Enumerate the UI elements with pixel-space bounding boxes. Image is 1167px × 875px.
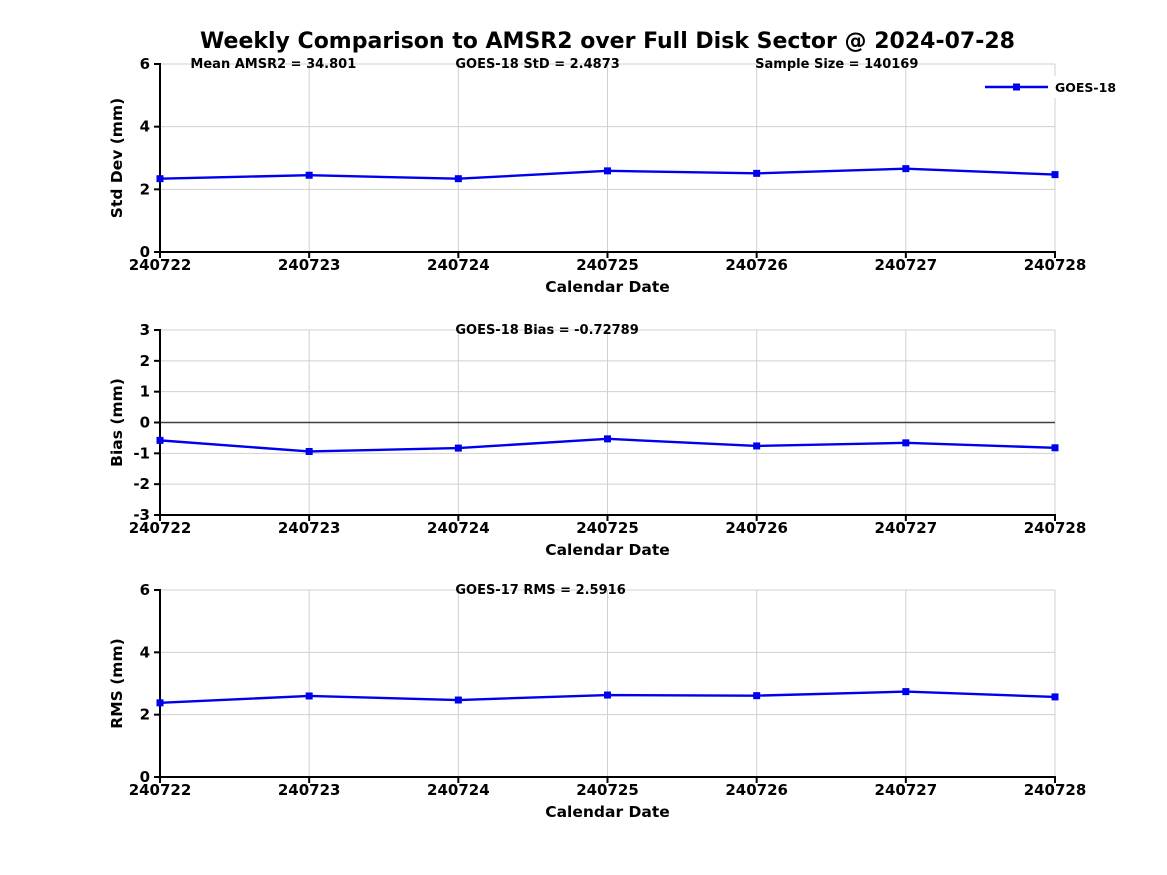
x-tick-label: 240723 xyxy=(278,256,341,274)
y-tick-label: 6 xyxy=(140,55,150,73)
data-point xyxy=(305,692,313,700)
x-tick-label: 240726 xyxy=(725,781,788,799)
x-tick-label: 240724 xyxy=(427,781,490,799)
x-tick-label: 240722 xyxy=(129,781,192,799)
data-point xyxy=(604,435,611,443)
x-tick-label: 240727 xyxy=(875,256,938,274)
legend-marker xyxy=(1013,83,1020,91)
x-tick-label: 240728 xyxy=(1024,519,1087,537)
x-tick-label: 240727 xyxy=(875,519,938,537)
annotation: Mean AMSR2 = 34.801 xyxy=(190,57,356,72)
y-tick-label: 2 xyxy=(140,706,150,724)
data-point xyxy=(305,171,313,179)
annotation: GOES-18 Bias = -0.72789 xyxy=(455,323,638,338)
x-tick-label: 240728 xyxy=(1024,256,1087,274)
chart-rms: 0 2 4 6 240722 240723 240724 240725 240726 240727… xyxy=(108,581,1086,821)
data-point xyxy=(454,444,462,452)
x-tick-label: 240724 xyxy=(427,519,490,537)
x-tick-label: 240725 xyxy=(576,781,639,799)
x-axis-label: Calendar Date xyxy=(545,278,670,296)
x-tick-label: 240725 xyxy=(576,256,639,274)
data-point xyxy=(454,696,462,704)
x-tick-label: 240726 xyxy=(725,256,788,274)
data-point xyxy=(156,436,164,444)
y-tick-label: 4 xyxy=(140,643,150,661)
y-tick-label: 2 xyxy=(140,180,150,198)
chart-bias: -3 -2 -1 0 1 2 3 240722 240723 240724 240725 240726… xyxy=(108,321,1086,559)
annotation: Sample Size = 140169 xyxy=(755,57,918,72)
legend-label: GOES-18 xyxy=(1055,80,1116,95)
y-tick-label: 1 xyxy=(140,383,150,401)
data-point xyxy=(604,167,611,175)
figure-title: Weekly Comparison to AMSR2 over Full Dis… xyxy=(200,29,1015,54)
data-point xyxy=(454,175,462,183)
data-point xyxy=(156,175,164,183)
annotation: GOES-17 RMS = 2.5916 xyxy=(455,583,625,598)
data-point xyxy=(156,699,164,707)
y-tick-label: 0 xyxy=(140,414,150,432)
data-point xyxy=(902,439,910,447)
data-point xyxy=(1051,444,1059,452)
x-tick-label: 240728 xyxy=(1024,781,1087,799)
y-tick-label: 0 xyxy=(140,768,150,786)
y-axis-label: Std Dev (mm) xyxy=(108,98,126,218)
data-point xyxy=(902,688,910,696)
x-tick-label: 240724 xyxy=(427,256,490,274)
data-point xyxy=(902,165,910,173)
data-point xyxy=(753,169,761,177)
x-axis-label: Calendar Date xyxy=(545,803,670,821)
chart-stddev: 0 2 4 6 240722 240723 240724 240725 240726 240727… xyxy=(108,55,1118,296)
x-axis-label: Calendar Date xyxy=(545,541,670,559)
y-tick-label: -1 xyxy=(133,444,150,462)
x-tick-label: 240727 xyxy=(875,781,938,799)
x-tick-label: 240722 xyxy=(129,519,192,537)
data-point xyxy=(753,692,761,700)
x-tick-label: 240722 xyxy=(129,256,192,274)
annotation: GOES-18 StD = 2.4873 xyxy=(455,57,619,72)
y-tick-label: 2 xyxy=(140,352,150,370)
y-tick-label: 0 xyxy=(140,243,150,261)
y-tick-label: -2 xyxy=(133,475,150,493)
x-tick-label: 240726 xyxy=(725,519,788,537)
data-point xyxy=(1051,171,1059,179)
y-tick-label: 3 xyxy=(140,321,150,339)
x-tick-label: 240723 xyxy=(278,519,341,537)
y-axis-label: RMS (mm) xyxy=(108,638,126,728)
data-point xyxy=(753,442,761,450)
y-tick-label: -3 xyxy=(133,506,150,524)
data-point xyxy=(305,447,313,455)
x-tick-label: 240723 xyxy=(278,781,341,799)
y-tick-label: 4 xyxy=(140,118,150,136)
y-axis-label: Bias (mm) xyxy=(108,378,126,467)
data-point xyxy=(1051,693,1059,701)
legend: GOES-18 xyxy=(972,76,1118,98)
x-tick-label: 240725 xyxy=(576,519,639,537)
y-tick-label: 6 xyxy=(140,581,150,599)
data-point xyxy=(604,691,611,699)
